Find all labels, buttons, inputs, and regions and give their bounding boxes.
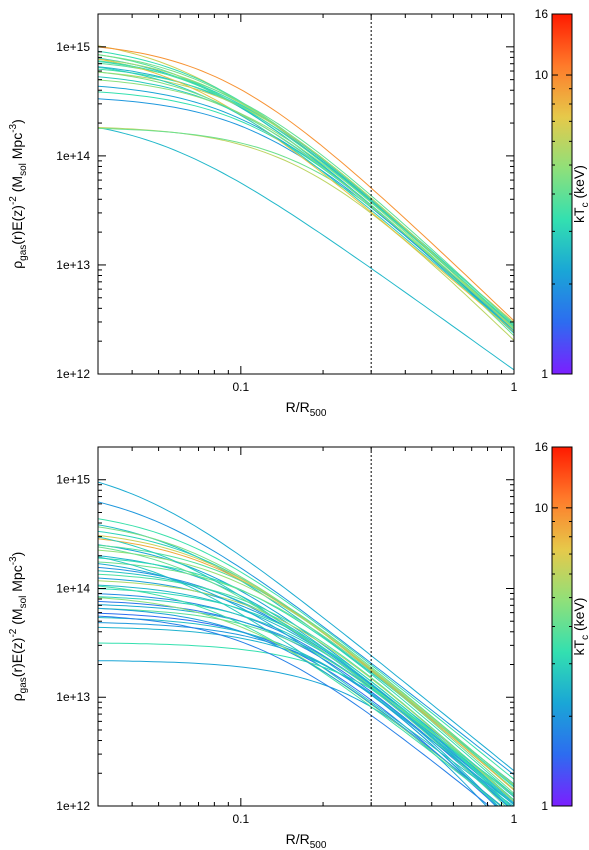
profile-curve-17: [98, 127, 514, 371]
colorbar-tick-label: 1: [541, 367, 548, 381]
x-axis-label: R/R500: [286, 399, 327, 419]
profile-curve-19: [98, 584, 514, 806]
profile-curve-10: [98, 68, 514, 329]
y-tick-label: 1e+15: [56, 473, 90, 487]
profile-curve-28: [98, 622, 497, 806]
profile-curve-23: [98, 71, 514, 328]
y-tick-label: 1e+13: [56, 258, 90, 272]
plot-frame: [97, 13, 515, 375]
profile-curve-24: [98, 604, 509, 806]
y-axis-ticks: 1e+12 1e+13 1e+14 1e+15: [56, 446, 514, 813]
profile-curve-22: [98, 66, 514, 332]
x-axis-label: R/R500: [286, 831, 327, 850]
profile-curve-7: [98, 61, 514, 325]
profile-curve-10: [98, 549, 514, 790]
colorbar-ticks: 1 10 16: [535, 7, 572, 381]
y-tick-label: 1e+12: [56, 367, 90, 381]
profile-curve-3: [98, 54, 514, 328]
profile-curves: [98, 45, 514, 371]
profile-curve-6: [98, 46, 514, 322]
profile-curve-12: [98, 557, 514, 796]
profile-curve-0: [98, 481, 514, 772]
colorbar-tick-label: 16: [535, 7, 549, 21]
profile-curve-9: [98, 544, 514, 787]
colorbar-label: kTc (keV): [571, 598, 589, 656]
profile-curve-12: [98, 76, 514, 332]
profile-curve-8: [98, 544, 514, 798]
profile-curve-36: [98, 615, 490, 806]
profile-curves: [98, 481, 514, 806]
x-tick-label: 0.1: [232, 380, 249, 394]
profile-curve-14: [98, 85, 514, 332]
profile-curve-19: [98, 127, 514, 337]
x-tick-label: 1: [511, 812, 518, 826]
colorbar-label: kTc (keV): [571, 165, 589, 223]
y-axis-label: ρgas(r)E(z)-2 (Msol Mpc-3): [8, 552, 29, 702]
profile-curve-30: [98, 642, 511, 806]
profile-curve-39: [98, 563, 514, 806]
profile-curve-2: [98, 54, 514, 329]
y-axis-ticks: 1e+12 1e+13 1e+14 1e+15: [56, 13, 514, 381]
colorbar-ticks: 1 10 16: [535, 440, 572, 813]
profile-curve-15: [98, 91, 514, 334]
profile-curve-22: [98, 596, 510, 806]
profile-curve-8: [98, 62, 514, 326]
profile-curve-21: [98, 60, 514, 326]
profile-curve-18: [98, 580, 514, 802]
profile-curve-1: [98, 50, 514, 327]
profile-curve-38: [98, 546, 514, 797]
y-tick-label: 1e+13: [56, 690, 90, 704]
profile-curve-16: [98, 573, 514, 801]
profile-curve-0: [98, 45, 514, 323]
profile-curve-13: [98, 561, 514, 794]
profile-curve-2: [98, 518, 514, 780]
y-tick-label: 1e+12: [56, 799, 90, 813]
profile-curve-20: [98, 58, 514, 333]
profile-curve-35: [98, 607, 503, 806]
y-tick-label: 1e+14: [56, 149, 90, 163]
profile-curve-1: [98, 501, 514, 776]
y-tick-label: 1e+14: [56, 581, 90, 595]
x-axis-ticks: 0.1 1: [97, 447, 518, 826]
x-axis-ticks: 0.1 1: [97, 14, 518, 394]
colorbar-tick-label: 16: [535, 440, 549, 454]
profile-curve-31: [98, 660, 487, 806]
profile-curve-34: [98, 597, 503, 806]
profile-curve-5: [98, 58, 514, 329]
colorbar-tick-label: 1: [541, 799, 548, 813]
profile-curve-29: [98, 626, 499, 806]
y-axis-label: ρgas(r)E(z)-2 (Msol Mpc-3): [8, 119, 29, 269]
y-tick-label: 1e+15: [56, 40, 90, 54]
colorbar-tick-label: 10: [535, 501, 549, 515]
profile-curve-14: [98, 566, 514, 806]
profile-curve-9: [98, 66, 514, 328]
profile-curve-13: [98, 79, 514, 332]
x-tick-label: 0.1: [232, 812, 249, 826]
profile-curve-11: [98, 71, 514, 330]
profile-curve-32: [98, 556, 514, 806]
colorbar-tick-label: 10: [535, 68, 549, 82]
x-tick-label: 1: [511, 380, 518, 394]
plot-frame: [97, 446, 515, 807]
